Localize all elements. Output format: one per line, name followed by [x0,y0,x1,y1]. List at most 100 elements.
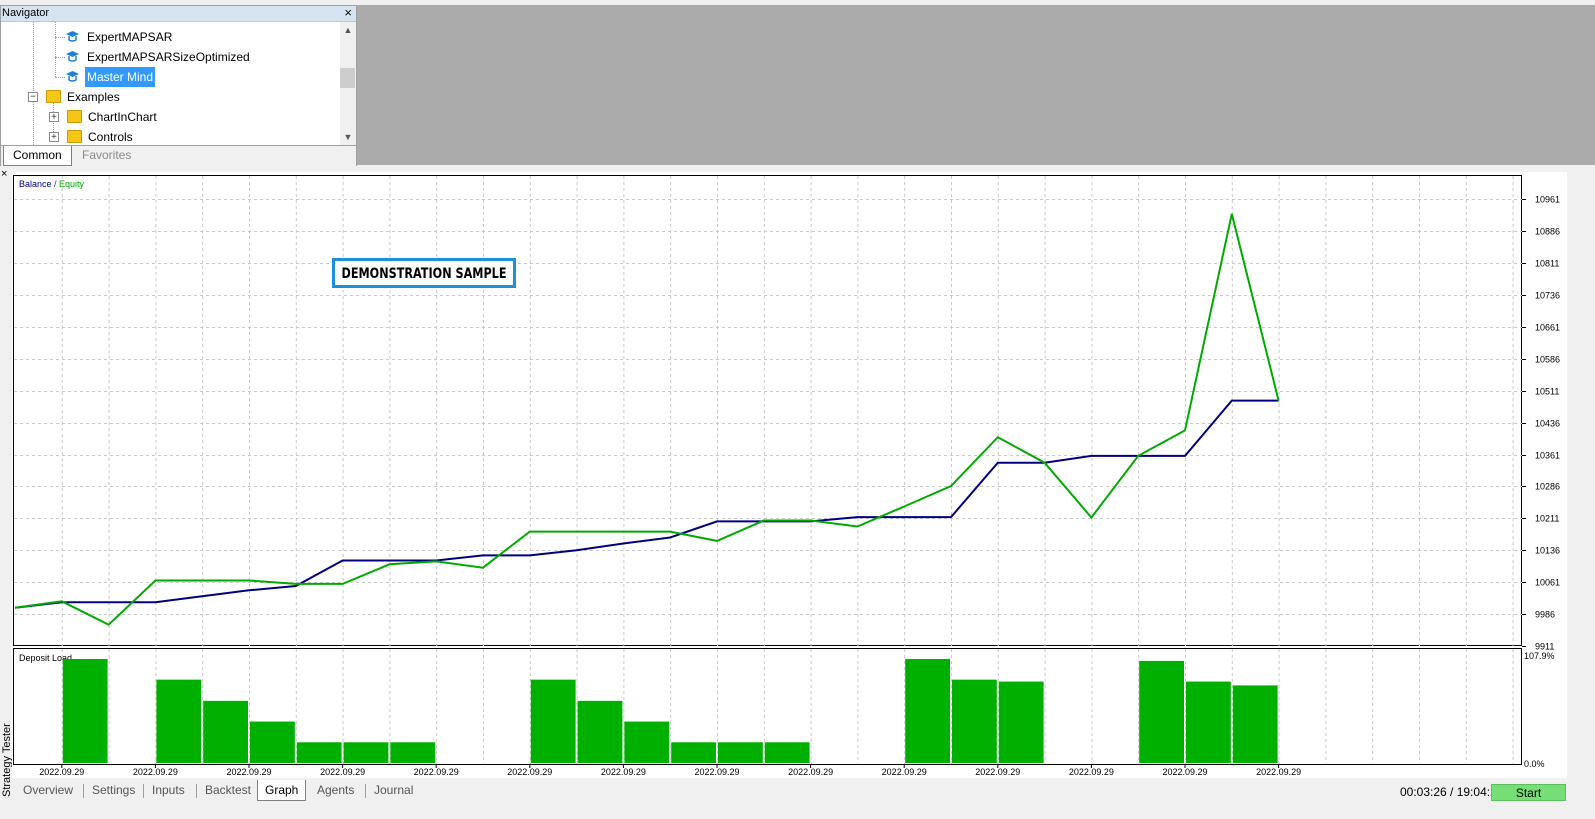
deposit-load-bar [952,679,997,763]
deposit-load-bar [624,721,670,763]
balance-series-line [14,399,1279,609]
deposit-load-bar [1139,660,1184,763]
navigator-tree: ExpertMAPSAR ExpertMAPSARSizeOptimized M… [1,22,340,145]
equity-series-line [14,213,1280,626]
demonstration-box [332,258,516,288]
deposit-load-bar [764,742,810,763]
tree-line [55,57,65,58]
x-tick-label: 2022.09.29 [414,767,459,777]
x-tick-label: 2022.09.29 [133,767,178,777]
tree-item-label: ExpertMAPSARSizeOptimized [87,50,250,64]
tab-graph[interactable]: Graph [257,780,307,801]
tab-settings[interactable]: Settings [92,783,136,797]
deposit-load-max-label: 107.9% [1524,651,1555,661]
deposit-load-bar [250,721,295,763]
close-icon[interactable]: × [344,5,352,20]
tree-line [55,37,65,38]
chevron-down-icon[interactable]: ▼ [343,132,353,142]
folder-icon [67,130,82,143]
tab-backtest[interactable]: Backtest [205,783,252,797]
deposit-load-bar [530,679,576,763]
deposit-load-bar [718,742,763,763]
deposit-load-bar [156,679,202,763]
x-axis-labels: 2022.09.29 2022.09.29 2022.09.29 2022.09.29… [39,764,1301,777]
deposit-load-bar [577,700,623,763]
tab-overview[interactable]: Overview [23,783,74,797]
x-tick-label: 2022.09.29 [39,767,84,777]
y-tick-label: 10661 [1535,323,1560,333]
tab-favorites[interactable]: Favorites [82,148,132,162]
y-tick-label: 10811 [1535,259,1559,269]
navigator-tabs: Common Favorites [1,145,356,166]
strategy-tester-tabs: Overview Settings Inputs Backtest Graph … [12,780,1595,803]
y-tick-label: 10286 [1535,482,1560,492]
tab-agents[interactable]: Agents [317,783,355,797]
chart-title: Balance / Equity [19,179,85,189]
deposit-load-bar [203,700,248,763]
y-tick-label: 10361 [1535,451,1560,461]
expert-cap-icon [66,71,79,82]
tab-journal[interactable]: Journal [374,783,414,797]
tab-inputs[interactable]: Inputs [152,783,185,797]
folder-icon [67,110,82,123]
navigator-panel: Navigator × ExpertMAPSAR ExpertMAPSARSiz… [0,5,357,166]
status-bar [0,803,1595,819]
tree-item-label: Controls [88,130,133,144]
tab-common[interactable]: Common [3,146,72,166]
navigator-title: Navigator [2,7,50,19]
x-tick-label: 2022.09.29 [1069,767,1114,777]
expand-icon[interactable]: + [49,132,59,142]
test-time-readout: 00:03:26 / 19:04:26 [1400,785,1504,799]
x-tick-label: 2022.09.29 [788,767,833,777]
x-tick-label: 2022.09.29 [975,767,1020,777]
deposit-load-bar [390,742,436,763]
y-axis-ticks: 9911 9986 10061 10136 10211 10286 10361 10436 10… [1522,195,1560,652]
scrollbar-thumb[interactable] [340,68,355,88]
deposit-load-bar [671,742,716,763]
x-tick-label: 2022.09.29 [882,767,927,777]
deposit-load-bar [998,681,1044,763]
deposit-load-min-label: 0.0% [1524,759,1545,769]
deposit-load-bar [905,659,950,763]
folder-icon [46,90,61,103]
chevron-up-icon[interactable]: ▲ [343,25,353,35]
deposit-load-bar [296,742,342,763]
y-tick-label: 10736 [1535,291,1560,301]
y-tick-label: 9986 [1535,610,1555,620]
close-icon[interactable]: × [1,168,8,180]
start-button[interactable]: Start [1491,784,1566,801]
tab-separator [365,784,366,798]
expert-cap-icon [66,31,79,42]
tree-item-label: ExpertMAPSAR [87,30,173,44]
x-tick-label: 2022.09.29 [1162,767,1207,777]
x-tick-label: 2022.09.29 [694,767,739,777]
tree-line [53,102,54,142]
tab-separator [196,784,197,798]
y-tick-label: 9911 [1535,642,1554,652]
graph-panel: 9911 9986 10061 10136 10211 10286 10361 10436 10… [12,172,1567,778]
navigator-titlebar: Navigator × [1,5,356,22]
legend-balance: Balance [19,179,52,189]
x-tick-label: 2022.09.29 [1256,767,1301,777]
y-tick-label: 10136 [1535,546,1560,556]
deposit-load-bar [62,659,108,763]
strategy-tester-sidebar: × Strategy Tester [0,166,13,803]
deposit-load-grid [61,649,1514,764]
tree-item-label: Examples [67,90,120,104]
legend-equity: Equity [59,179,85,189]
expert-cap-icon [66,51,79,62]
main-chart-frame [13,175,1522,646]
collapse-icon[interactable]: − [28,92,38,102]
x-tick-label: 2022.09.29 [507,767,552,777]
y-tick-label: 10586 [1535,355,1560,365]
tree-line [55,22,56,77]
deposit-load-bar [1232,685,1278,763]
chart-workspace [357,5,1595,165]
deposit-load-bars [62,659,1278,763]
y-tick-label: 10511 [1535,387,1559,397]
tab-separator [83,784,84,798]
expand-icon[interactable]: + [49,112,59,122]
x-tick-label: 2022.09.29 [226,767,271,777]
navigator-scrollbar[interactable]: ▲ ▼ [340,22,356,146]
x-tick-label: 2022.09.29 [320,767,365,777]
